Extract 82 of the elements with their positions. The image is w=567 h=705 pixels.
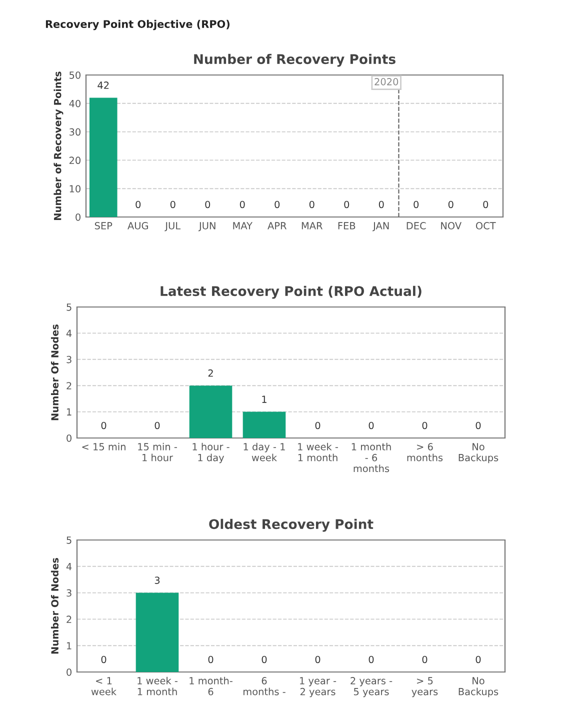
data-label: 1	[262, 396, 266, 403]
data-label: 0	[368, 422, 374, 430]
y-tick-label: 50	[70, 71, 80, 79]
x-tick-label: DEC	[406, 222, 426, 230]
data-label: 0	[101, 656, 106, 664]
x-tick-label: < 1 week	[91, 677, 116, 696]
data-label: 0	[476, 656, 481, 664]
data-label: 0	[378, 200, 384, 208]
y-axis-title: Number Of Nodes	[50, 558, 59, 654]
x-tick-label: NOV	[441, 222, 462, 230]
x-tick-label: FEB	[338, 222, 356, 230]
y-tick-label: 2	[66, 382, 72, 390]
data-label: 0	[101, 422, 106, 430]
y-tick-label: 5	[66, 304, 72, 311]
y-tick-label: 0	[76, 213, 80, 221]
chart-title: Oldest Recovery Point	[209, 518, 374, 532]
x-tick-label: APR	[268, 222, 286, 230]
x-tick-label: 15 min - 1 hour	[138, 442, 177, 462]
data-label: 0	[309, 200, 314, 208]
data-label: 0	[422, 656, 428, 664]
y-tick-label: 1	[67, 642, 72, 650]
y-tick-label: 2	[66, 616, 72, 623]
y-tick-label: 10	[70, 185, 80, 192]
x-tick-label: 1 week - 1 month	[298, 442, 338, 462]
y-tick-label: 0	[66, 434, 72, 442]
data-label: 0	[344, 200, 350, 208]
data-label: 0	[476, 422, 481, 430]
x-tick-label: 1 month - 6 months	[352, 442, 391, 472]
x-tick-label: OCT	[476, 222, 496, 230]
y-tick-label: 4	[66, 563, 72, 570]
x-tick-label: JUL	[164, 222, 181, 232]
data-label: 42	[98, 82, 109, 89]
data-label: 2	[208, 369, 213, 377]
x-tick-label: 2 years - 5 years	[350, 677, 392, 698]
data-label: 0	[262, 656, 267, 664]
x-tick-label: 1 month- 6	[190, 676, 232, 696]
data-label: 0	[274, 200, 280, 208]
x-tick-label: 1 year - 2 years	[300, 677, 336, 698]
y-axis-title: Number Of Nodes	[50, 324, 59, 420]
text: Recovery Point Objective (RPO)	[46, 20, 230, 30]
ref-line-label: 2020	[374, 78, 398, 86]
y-tick-label: 30	[70, 128, 80, 136]
data-label: 3	[154, 576, 160, 584]
x-tick-label: < 15 min	[82, 442, 126, 450]
y-tick-label: 0	[66, 668, 72, 676]
data-label: 0	[483, 200, 488, 208]
x-tick-label: > 6 months	[407, 443, 443, 462]
data-label: 0	[170, 200, 176, 208]
y-tick-label: 20	[69, 156, 80, 164]
data-label: 0	[240, 200, 245, 208]
x-tick-label: JAN	[372, 222, 389, 232]
x-tick-label: > 5 years	[412, 677, 438, 698]
data-label: 0	[448, 200, 454, 208]
x-tick-label: 1 hour - 1 day	[192, 442, 230, 464]
x-tick-label: 1 day - 1 week	[244, 442, 285, 462]
y-tick-label: 1	[67, 408, 72, 416]
y-tick-label: 3	[66, 589, 72, 597]
x-tick-label: AUG	[128, 222, 148, 230]
data-label: 0	[414, 200, 419, 208]
y-tick-label: 4	[66, 330, 72, 337]
y-axis-title: Number of Recovery Points	[54, 72, 64, 220]
x-tick-label: SEP	[94, 222, 112, 230]
data-label: 0	[315, 656, 320, 664]
data-label: 0	[315, 422, 320, 430]
data-label: 0	[205, 200, 210, 208]
x-tick-label: MAY	[233, 222, 253, 230]
x-tick-label: MAR	[302, 222, 322, 230]
x-tick-label: 6 months -	[244, 677, 286, 696]
data-label: 0	[154, 422, 160, 430]
data-label: 0	[136, 200, 141, 208]
data-label: 0	[368, 656, 374, 664]
data-label: 0	[208, 656, 214, 664]
y-tick-label: 40	[69, 100, 80, 108]
x-tick-label: No Backups	[458, 677, 498, 698]
chart-title: Number of Recovery Points	[194, 54, 396, 67]
chart-title: Latest Recovery Point (RPO Actual)	[160, 286, 422, 299]
y-tick-label: 3	[66, 356, 72, 364]
x-tick-label: 1 week - 1 month	[138, 676, 178, 696]
x-tick-label: JUN	[198, 222, 216, 232]
y-tick-label: 5	[66, 536, 72, 544]
data-label: 0	[422, 422, 428, 430]
x-tick-label: No Backups	[458, 443, 498, 464]
